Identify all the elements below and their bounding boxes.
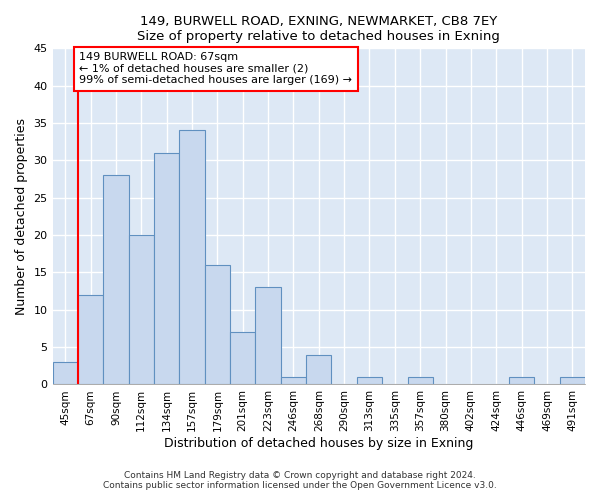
Text: Contains HM Land Registry data © Crown copyright and database right 2024.
Contai: Contains HM Land Registry data © Crown c… — [103, 470, 497, 490]
Bar — [154, 153, 179, 384]
Bar — [509, 377, 534, 384]
Bar — [53, 362, 78, 384]
Bar — [103, 176, 128, 384]
X-axis label: Distribution of detached houses by size in Exning: Distribution of detached houses by size … — [164, 437, 473, 450]
Bar — [357, 377, 382, 384]
Bar — [179, 130, 205, 384]
Bar — [78, 295, 103, 384]
Bar — [205, 265, 230, 384]
Bar — [256, 288, 281, 384]
Text: 149 BURWELL ROAD: 67sqm
← 1% of detached houses are smaller (2)
99% of semi-deta: 149 BURWELL ROAD: 67sqm ← 1% of detached… — [79, 52, 352, 86]
Bar — [306, 354, 331, 384]
Bar — [281, 377, 306, 384]
Bar — [560, 377, 585, 384]
Bar — [407, 377, 433, 384]
Bar — [128, 235, 154, 384]
Bar — [230, 332, 256, 384]
Y-axis label: Number of detached properties: Number of detached properties — [15, 118, 28, 315]
Title: 149, BURWELL ROAD, EXNING, NEWMARKET, CB8 7EY
Size of property relative to detac: 149, BURWELL ROAD, EXNING, NEWMARKET, CB… — [137, 15, 500, 43]
